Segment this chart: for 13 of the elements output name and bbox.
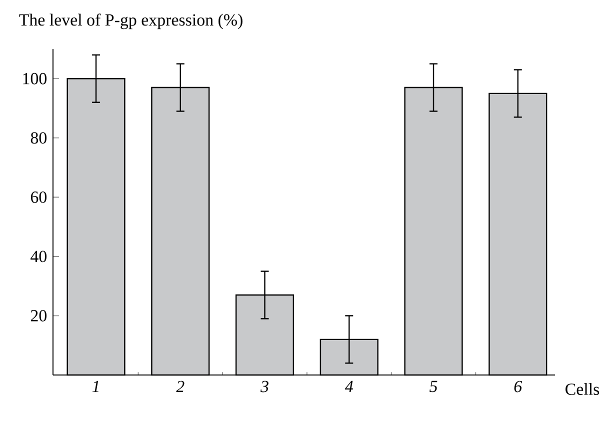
y-tick-label: 20 [30, 310, 47, 322]
x-axis-title: Cells [566, 383, 600, 395]
y-tick-label: 80 [30, 132, 47, 144]
x-tick-label: 1 [92, 380, 98, 392]
x-tick-label: 4 [344, 380, 353, 392]
x-tick-label: 2 [176, 380, 184, 392]
y-tick-label: 100 [23, 72, 47, 84]
x-tick-label: 5 [430, 380, 438, 392]
x-tick-label: 3 [260, 380, 268, 392]
y-tick-label: 60 [30, 191, 47, 203]
y-tick-label: 40 [30, 250, 47, 262]
y-axis-title: The level of P-gp expression (%) [19, 14, 242, 30]
x-tick-label: 6 [514, 380, 522, 392]
